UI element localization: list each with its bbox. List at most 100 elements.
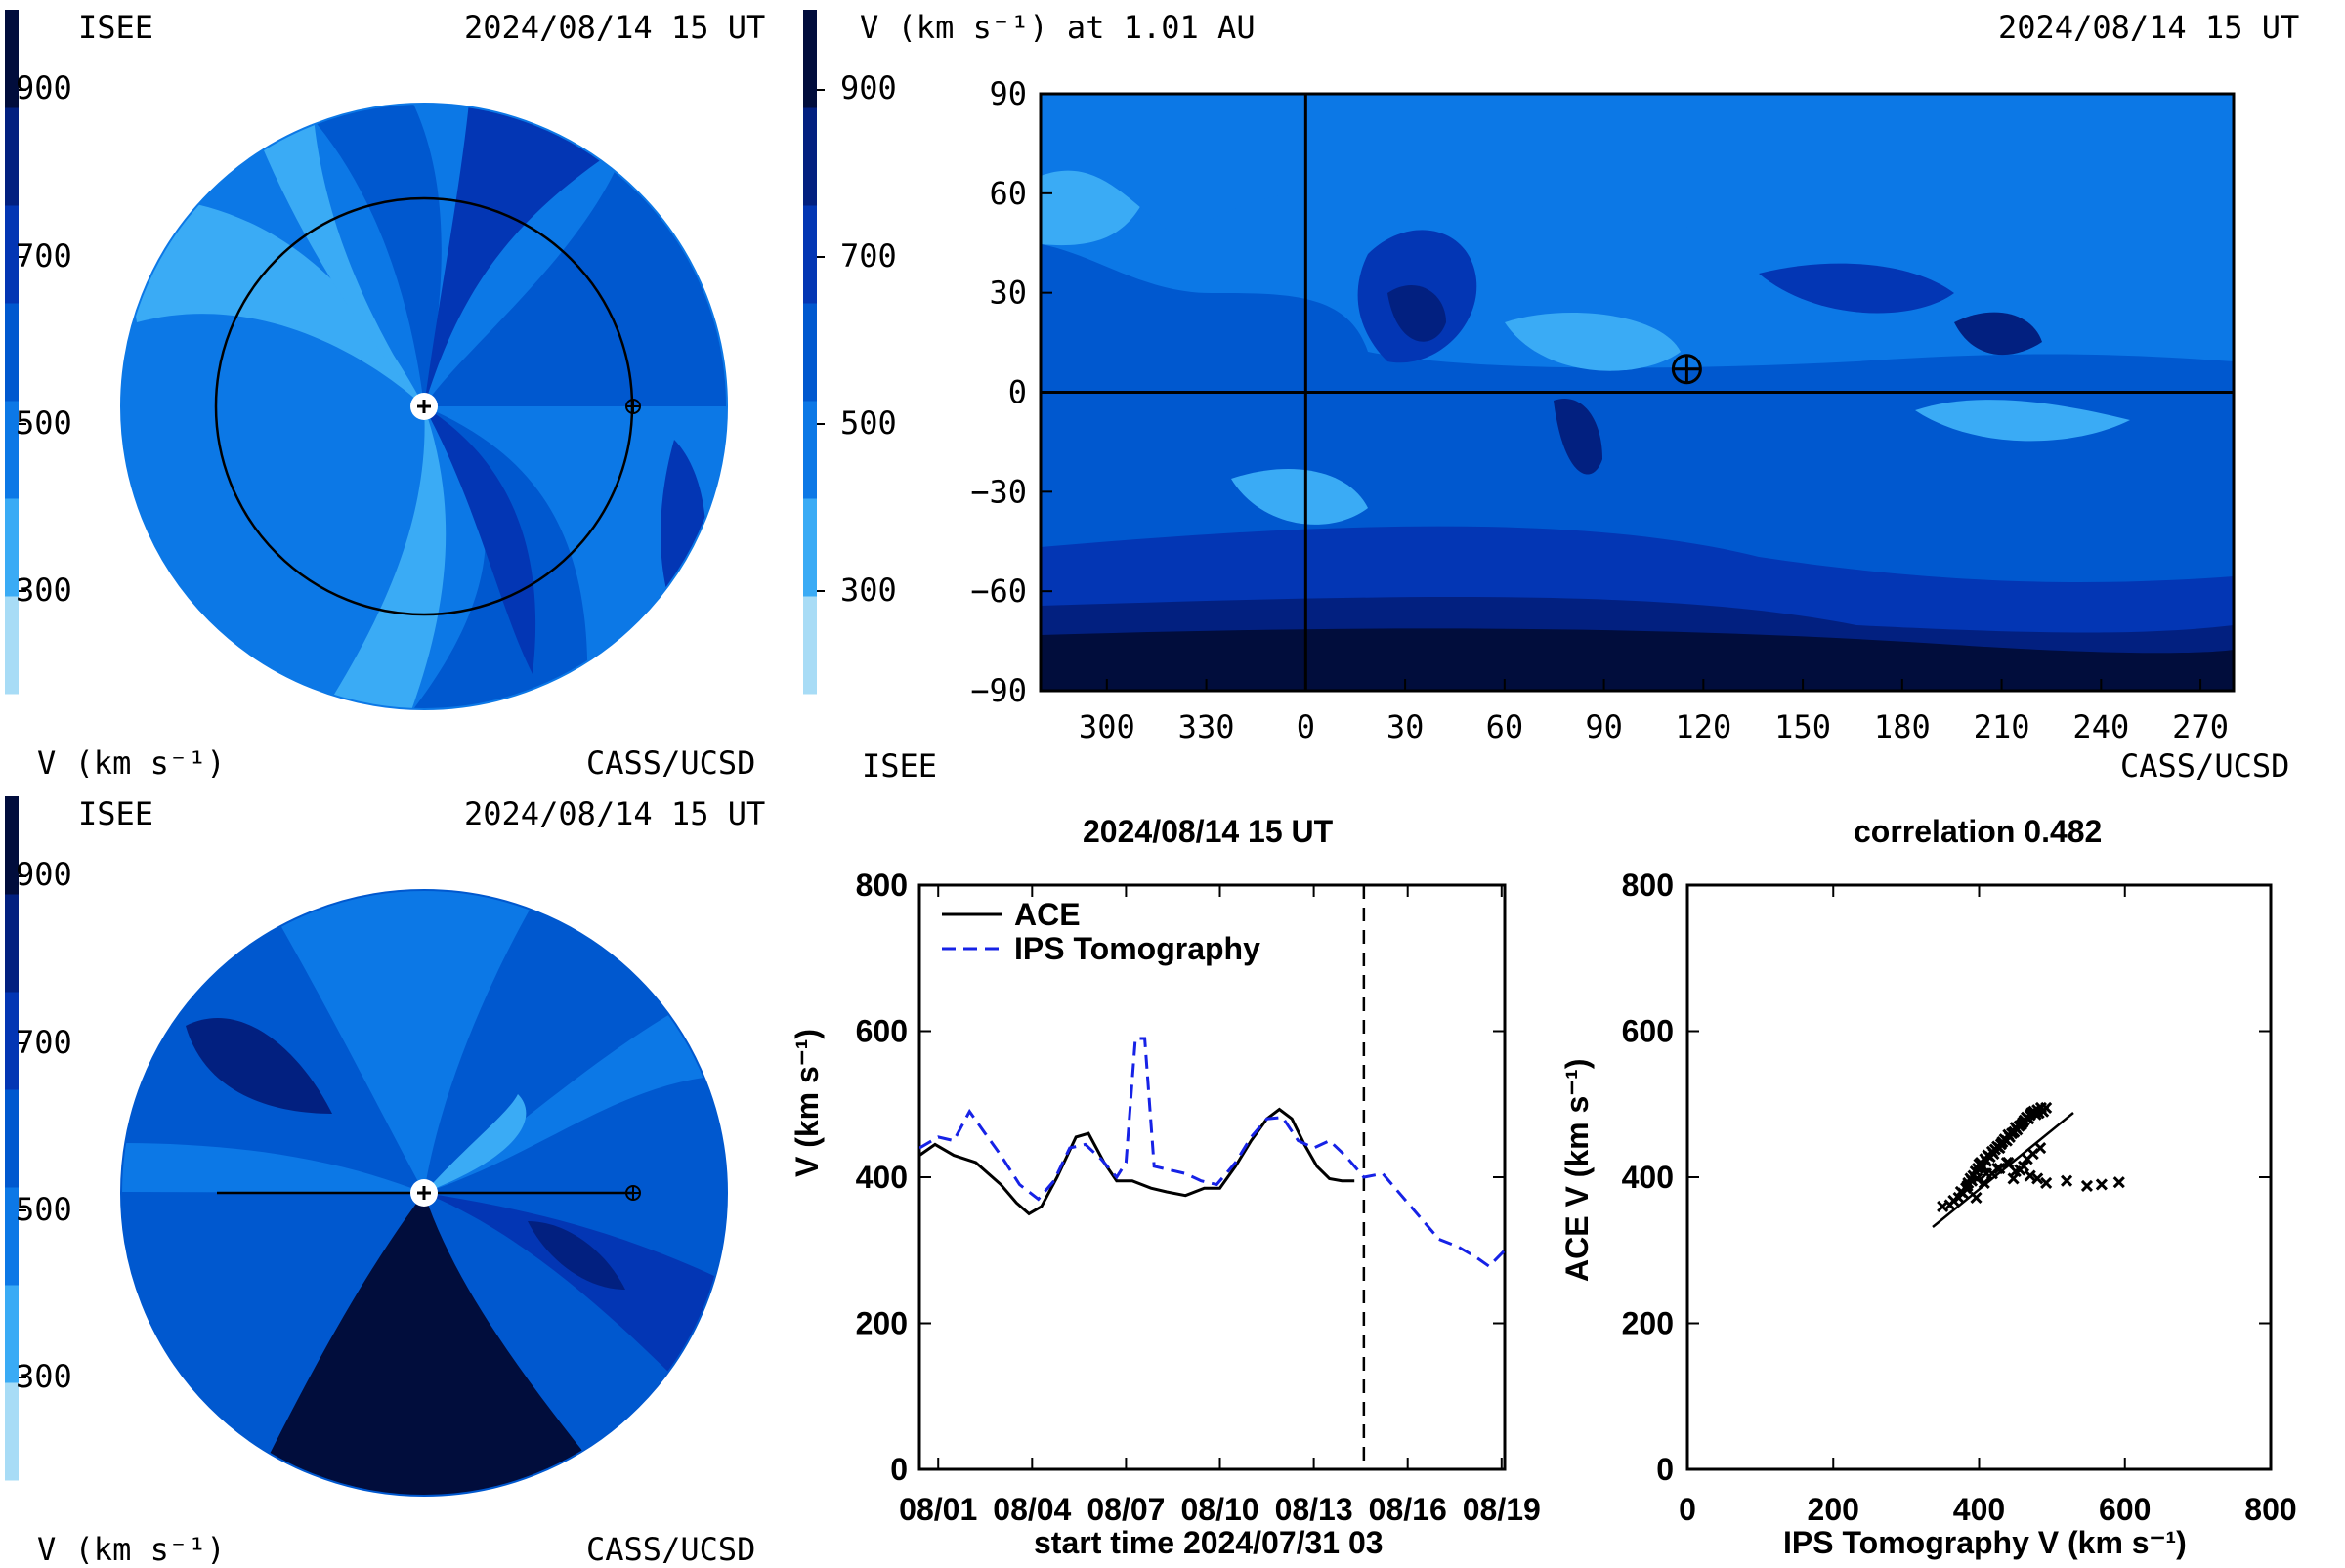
y-tick-label: 800 bbox=[856, 868, 908, 903]
scatter-point bbox=[2080, 1179, 2094, 1193]
timestamp: 2024/08/14 15 UT bbox=[464, 795, 766, 832]
y-tick-label: 0 bbox=[890, 1452, 908, 1487]
sun-icon bbox=[410, 393, 438, 420]
colorbar-tick: 300 bbox=[16, 572, 72, 609]
fast-stream-region bbox=[244, 1193, 625, 1496]
earth-icon bbox=[625, 1185, 641, 1201]
chart-title: 2024/08/14 15 UT bbox=[1083, 814, 1334, 849]
scatter-point bbox=[2031, 1172, 2044, 1185]
x-axis-label: IPS Tomography V (km s⁻¹) bbox=[1783, 1525, 2187, 1560]
scatter-point bbox=[2009, 1165, 2022, 1178]
fast-stream-region bbox=[1954, 312, 2042, 356]
org-label: ISEE bbox=[78, 795, 154, 832]
scatter-point bbox=[2095, 1178, 2108, 1191]
y-tick-label: 400 bbox=[856, 1160, 908, 1195]
series-line-ace bbox=[919, 1107, 1355, 1216]
fast-stream-region bbox=[1554, 399, 1602, 475]
fast-stream-region bbox=[1759, 263, 1954, 314]
x-tick-label: 08/19 bbox=[1463, 1492, 1541, 1527]
fast-stream-region bbox=[424, 104, 606, 406]
colorbar-tick: 900 bbox=[16, 856, 72, 893]
y-tick-label: 600 bbox=[1622, 1014, 1674, 1049]
colorbar-label: V (km s⁻¹) bbox=[37, 1531, 226, 1568]
x-tick-label: 180 bbox=[1874, 708, 1931, 745]
x-tick-label: 240 bbox=[2072, 708, 2129, 745]
org-label: ISEE bbox=[78, 9, 154, 46]
colorbar-segment bbox=[803, 303, 817, 402]
earth-icon bbox=[1671, 354, 1702, 385]
colorbar-tick: 500 bbox=[16, 404, 72, 442]
scatter-point bbox=[1978, 1176, 1990, 1190]
earth-marker-cross bbox=[1673, 355, 1701, 383]
fast-stream-region bbox=[186, 1018, 332, 1114]
x-tick-label: 400 bbox=[1953, 1492, 2005, 1527]
earth-icon bbox=[625, 399, 641, 414]
y-tick-label: 30 bbox=[989, 275, 1027, 312]
scatter-point bbox=[2112, 1176, 2125, 1189]
colorbar-tick: 700 bbox=[16, 237, 72, 275]
chart-title: correlation 0.482 bbox=[1854, 814, 2103, 849]
polar-plot-bottom bbox=[120, 889, 728, 1497]
slow-stream-region bbox=[121, 1143, 424, 1193]
x-tick-label: 0 bbox=[1679, 1492, 1696, 1527]
fast-stream-region bbox=[424, 1193, 727, 1387]
colorbar-tick: 300 bbox=[840, 572, 897, 609]
x-tick-label: 270 bbox=[2172, 708, 2229, 745]
x-tick-label: 08/13 bbox=[1275, 1492, 1353, 1527]
slow-stream-region bbox=[254, 890, 547, 1193]
x-tick-label: 210 bbox=[1974, 708, 2030, 745]
colorbar-segment bbox=[5, 107, 19, 206]
x-tick-label: 600 bbox=[2099, 1492, 2151, 1527]
y-axis-label: V (km s⁻¹) bbox=[789, 1028, 825, 1177]
credit-label: CASS/UCSD bbox=[2120, 747, 2290, 784]
x-tick-label: 08/16 bbox=[1369, 1492, 1447, 1527]
colorbar-segment bbox=[803, 401, 817, 499]
sun-icon bbox=[410, 1179, 438, 1207]
scatter-point bbox=[2040, 1176, 2053, 1190]
x-axis-label: start time 2024/07/31 03 bbox=[1034, 1525, 1384, 1560]
y-tick-label: 0 bbox=[1008, 374, 1027, 411]
x-tick-label: 330 bbox=[1178, 708, 1235, 745]
colorbar-segment bbox=[5, 992, 19, 1090]
scatter-point bbox=[2024, 1169, 2036, 1182]
slow-stream-region bbox=[322, 406, 447, 709]
colorbar-segment bbox=[5, 1187, 19, 1286]
y-tick-label: 0 bbox=[1656, 1452, 1674, 1487]
x-tick-label: 150 bbox=[1774, 708, 1831, 745]
colorbar-map bbox=[803, 10, 825, 695]
fast-stream-region bbox=[528, 1221, 625, 1290]
scatter-point bbox=[2034, 1142, 2047, 1155]
y-tick-label: −60 bbox=[970, 572, 1027, 610]
fast-stream-region bbox=[293, 104, 442, 406]
scatter-point bbox=[2040, 1101, 2053, 1115]
scatter-point bbox=[1980, 1167, 1993, 1180]
y-tick-label: −30 bbox=[970, 473, 1027, 510]
x-tick-label: 800 bbox=[2244, 1492, 2296, 1527]
y-tick-label: 60 bbox=[989, 175, 1027, 212]
scatter-point bbox=[1961, 1179, 1974, 1193]
fast-stream-region bbox=[424, 406, 536, 674]
x-tick-label: 90 bbox=[1585, 708, 1623, 745]
map-title: V (km s⁻¹) at 1.01 AU bbox=[860, 9, 1256, 46]
y-axis-label: ACE V (km s⁻¹) bbox=[1559, 1058, 1595, 1282]
colorbar-segment bbox=[5, 1285, 19, 1383]
x-tick-label: 0 bbox=[1297, 708, 1315, 745]
slow-stream-region bbox=[1231, 469, 1368, 525]
time-series-plot: 0 200 400 600 800 08/01 08/04 08/07 08/10 08/13 08… bbox=[856, 868, 1541, 1527]
colorbar-segment bbox=[5, 894, 19, 993]
colorbar-tick: 300 bbox=[16, 1358, 72, 1395]
scatter-point bbox=[2017, 1160, 2030, 1172]
colorbar-bottom-left bbox=[5, 796, 26, 1481]
colorbar-segment bbox=[5, 498, 19, 597]
timestamp: 2024/08/14 15 UT bbox=[1998, 9, 2300, 46]
colorbar-segment bbox=[803, 596, 817, 695]
y-tick-label: 200 bbox=[856, 1306, 908, 1341]
colorbar-segment bbox=[5, 596, 19, 695]
scatter-plot: 0 200 400 600 800 0 200 400 600 800 bbox=[1622, 868, 2297, 1527]
x-tick-label: 08/10 bbox=[1180, 1492, 1258, 1527]
scatter-point bbox=[1970, 1191, 1983, 1204]
colorbar-tick: 500 bbox=[840, 404, 897, 442]
